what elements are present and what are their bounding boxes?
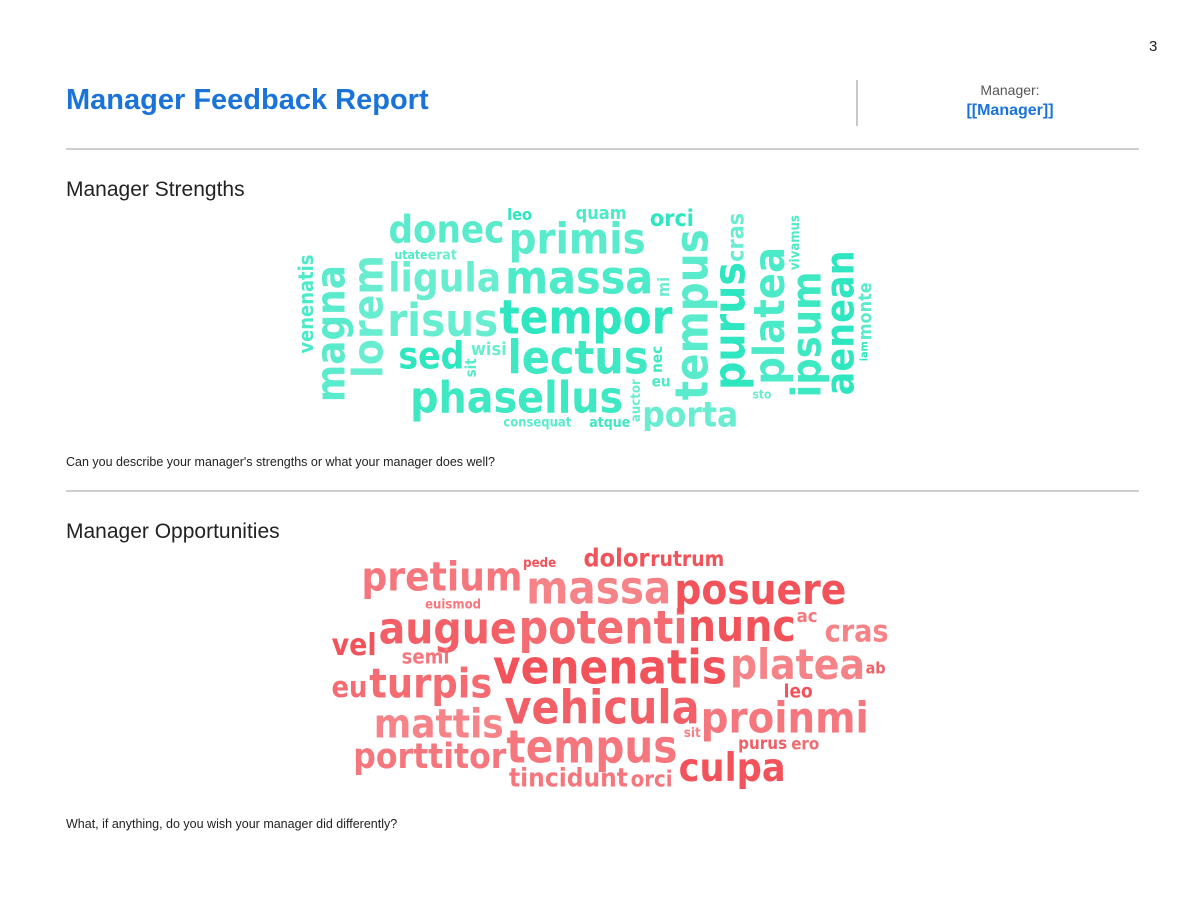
- word-cloud-word: primis: [509, 215, 646, 265]
- word-cloud-word: mi: [654, 277, 673, 297]
- word-cloud-word: sit: [462, 358, 480, 377]
- word-cloud-word: tempor: [500, 291, 674, 346]
- word-cloud-word: erat: [428, 247, 457, 263]
- word-cloud-word: monte: [855, 282, 876, 340]
- page-number: 3: [1149, 38, 1158, 55]
- word-cloud-word: vel: [332, 628, 377, 663]
- word-cloud-word: venenatis: [493, 641, 727, 696]
- word-cloud-word: pretium: [361, 555, 522, 601]
- manager-value: [[Manager]]: [966, 102, 1054, 119]
- word-cloud-word: quam: [576, 205, 627, 224]
- word-cloud-word: purus: [738, 734, 787, 754]
- word-cloud-word: ero: [791, 734, 819, 754]
- word-cloud-word: eu: [332, 670, 368, 704]
- header-divider: [856, 80, 858, 126]
- word-cloud-word: nunc: [688, 601, 796, 652]
- word-cloud-word: atque: [589, 415, 630, 431]
- word-cloud-word: porttitor: [353, 737, 507, 777]
- word-cloud-word: ab: [866, 659, 886, 678]
- manager-label: Manager:: [980, 82, 1040, 98]
- word-cloud-word: leo: [507, 205, 532, 224]
- word-cloud-word: proinmi: [701, 693, 869, 743]
- section-separator: [66, 490, 1139, 492]
- word-cloud-word: platea: [745, 247, 795, 385]
- word-cloud-word: turpis: [369, 659, 492, 707]
- word-cloud-word: purus: [705, 262, 756, 390]
- word-cloud-word: risus: [387, 294, 498, 347]
- word-cloud-word: mattis: [374, 702, 504, 748]
- word-cloud-word: euismod: [425, 597, 481, 612]
- word-cloud-word: orci: [631, 768, 673, 790]
- word-cloud-word: tempus: [665, 229, 718, 400]
- opportunities-section-title: Manager Opportunities: [66, 520, 280, 543]
- word-cloud-word: cras: [723, 213, 749, 262]
- word-cloud-word: utate: [394, 248, 427, 262]
- word-cloud-word: leo: [784, 681, 813, 703]
- word-cloud-word: dolor: [583, 546, 650, 573]
- word-cloud-word: tincidunt: [509, 764, 628, 790]
- word-cloud-word: tempus: [506, 720, 677, 773]
- opportunities-question: What, if anything, do you wish your mana…: [66, 817, 398, 831]
- word-cloud-word: vehicula: [505, 681, 700, 735]
- word-cloud-word: sed: [398, 335, 464, 378]
- word-cloud-word: venenatis: [296, 255, 318, 354]
- word-cloud-word: nec: [648, 346, 666, 373]
- word-cloud-word: culpa: [679, 746, 786, 790]
- title-separator: [66, 148, 1139, 150]
- strengths-section-title: Manager Strengths: [66, 178, 245, 201]
- word-cloud-word: potenti: [519, 600, 688, 654]
- word-cloud-word: porta: [642, 395, 738, 431]
- word-cloud-word: pede: [523, 556, 556, 571]
- word-cloud-word: augue: [379, 604, 517, 655]
- word-cloud-word: ipsum: [782, 271, 830, 397]
- word-cloud-word: sto: [752, 388, 771, 402]
- word-cloud-word: auctor: [629, 379, 644, 423]
- strengths-question: Can you describe your manager's strength…: [66, 455, 495, 469]
- word-cloud-word: consequat: [503, 415, 571, 430]
- strengths-word-cloud: tempor lectus massa tempus risus purus phasell…: [296, 205, 876, 431]
- word-cloud-word: lectus: [508, 331, 649, 385]
- word-cloud-word: vivamus: [788, 215, 803, 270]
- word-cloud-word: iam: [857, 341, 870, 361]
- word-cloud-word: ligula: [388, 255, 501, 301]
- word-cloud-word: eu: [652, 373, 671, 391]
- opportunities-word-cloud: venenatis vehicula potenti tempus massa nunc a…: [330, 546, 890, 790]
- word-cloud-word: massa: [505, 250, 653, 304]
- word-cloud-word: posuere: [674, 565, 846, 614]
- word-cloud-word: orci: [650, 206, 694, 232]
- word-cloud-word: donec: [388, 208, 504, 252]
- word-cloud-word: wisi: [471, 339, 507, 360]
- word-cloud-word: semi: [402, 645, 450, 669]
- word-cloud-word: ac: [797, 606, 818, 627]
- word-cloud-word: rutrum: [650, 547, 724, 571]
- word-cloud-word: sit: [684, 726, 701, 741]
- word-cloud-word: massa: [526, 561, 671, 614]
- word-cloud-word: aenean: [818, 250, 863, 395]
- report-title: Manager Feedback Report: [66, 84, 429, 116]
- word-cloud-word: cras: [825, 615, 889, 650]
- word-cloud-word: magna: [309, 265, 355, 402]
- word-cloud-word: lorem: [344, 255, 393, 378]
- word-cloud-word: phasellus: [410, 372, 623, 423]
- word-cloud-word: platea: [730, 640, 865, 689]
